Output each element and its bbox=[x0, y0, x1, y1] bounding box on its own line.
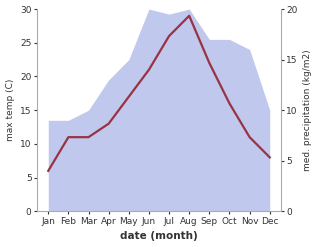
Y-axis label: med. precipitation (kg/m2): med. precipitation (kg/m2) bbox=[303, 49, 313, 171]
Y-axis label: max temp (C): max temp (C) bbox=[5, 79, 15, 141]
X-axis label: date (month): date (month) bbox=[120, 231, 198, 242]
